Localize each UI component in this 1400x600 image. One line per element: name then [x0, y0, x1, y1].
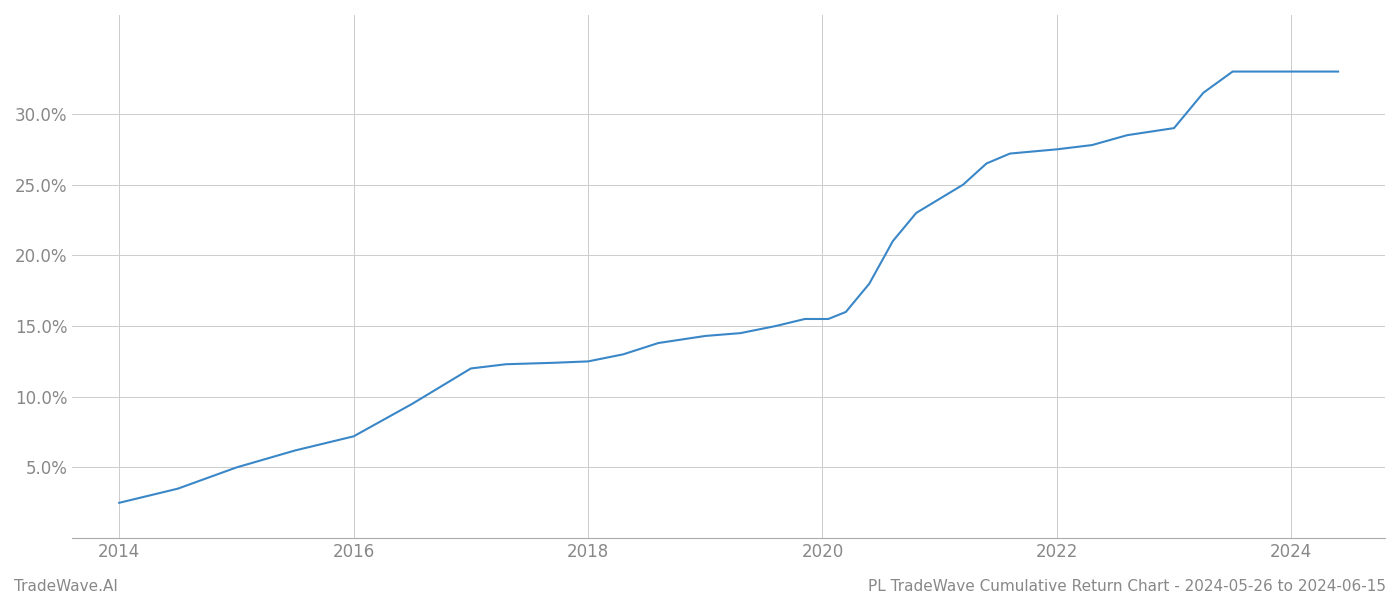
Text: TradeWave.AI: TradeWave.AI	[14, 579, 118, 594]
Text: PL TradeWave Cumulative Return Chart - 2024-05-26 to 2024-06-15: PL TradeWave Cumulative Return Chart - 2…	[868, 579, 1386, 594]
